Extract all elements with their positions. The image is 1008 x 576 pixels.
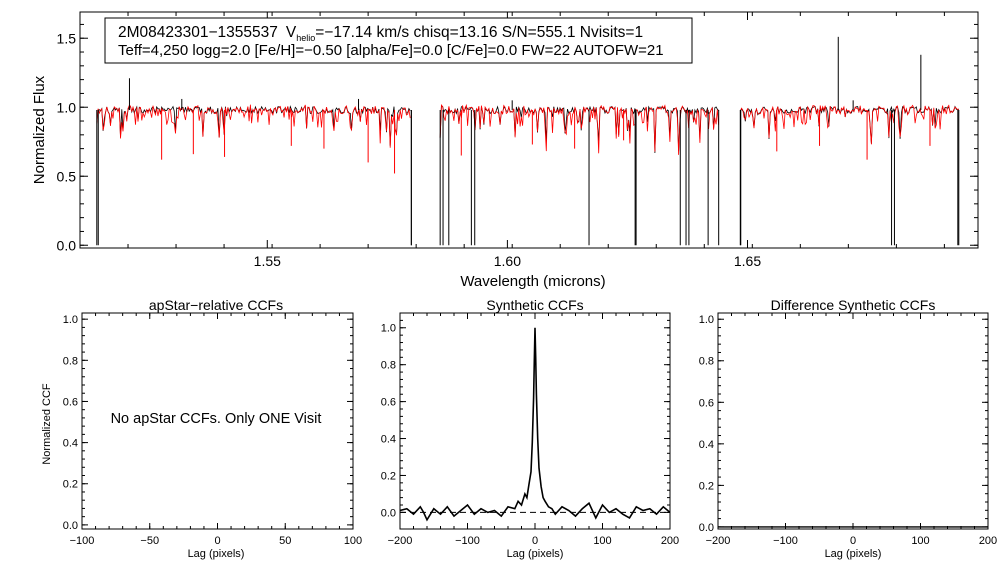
y-tick-label: 0.6	[699, 397, 714, 409]
observed-spectrum-line	[96, 105, 411, 146]
y-tick-label: 0.6	[381, 397, 396, 409]
x-tick-label: 200	[661, 535, 679, 547]
difference-ccf-ticks: −200 −100 0 100 200 0.0 0.2 0.4 0.6 0.8 1.0	[699, 313, 997, 547]
y-tick-label: 0.2	[63, 479, 78, 491]
x-tick-label: −50	[140, 535, 159, 547]
synthetic-ccf-line	[399, 327, 671, 522]
y-tick-label: 0.0	[57, 237, 77, 253]
annotation-line-2: Teff=4,250 logg=2.0 [Fe/H]=−0.50 [alpha/…	[118, 42, 664, 59]
y-tick-label: 0.4	[381, 433, 396, 445]
y-tick-label: 1.0	[381, 323, 396, 335]
y-tick-label: 0.0	[381, 507, 396, 519]
y-tick-label: 0.8	[699, 356, 714, 368]
model-spectrum-line	[96, 104, 411, 148]
synthetic-ccf-title: Synthetic CCFs	[486, 297, 583, 313]
x-tick-label: 100	[344, 535, 362, 547]
x-tick-label: 1.65	[734, 253, 761, 269]
y-tick-label: 0.0	[63, 520, 78, 532]
difference-ccf-x-axis-label: Lag (pixels)	[825, 548, 882, 560]
model-spectrum-line	[439, 103, 719, 155]
synthetic-ccf-ticks: −200 −100 0 100 200 0.0 0.2 0.4 0.6 0.8 1.0	[381, 312, 679, 547]
x-tick-label: 1.55	[254, 253, 281, 269]
spectrum-data	[96, 36, 960, 246]
spectrum-x-axis-label: Wavelength (microns)	[460, 273, 605, 290]
x-tick-label: −200	[388, 535, 413, 547]
x-tick-label: 50	[279, 535, 291, 547]
apstar-ccf-panel: −100 −50 0 50 100 0.0 0.2 0.4 0.6 0.8 1.0 apStar−r…	[41, 297, 362, 560]
y-tick-label: 0.8	[63, 355, 78, 367]
x-tick-label: 100	[593, 535, 611, 547]
spectrum-annotation-box	[104, 17, 693, 64]
y-tick-label: 0.5	[57, 168, 77, 184]
y-tick-label: 0.2	[699, 480, 714, 492]
synthetic-ccf-panel: −200 −100 0 100 200 0.0 0.2 0.4 0.6 0.8 1.0 Synthe…	[381, 297, 679, 560]
x-tick-label: 0	[532, 535, 538, 547]
y-tick-label: 0.6	[63, 396, 78, 408]
synthetic-ccf-x-axis-label: Lag (pixels)	[507, 548, 564, 560]
y-tick-label: 1.0	[699, 314, 714, 326]
y-tick-label: 1.5	[57, 30, 77, 46]
y-tick-label: 0.4	[63, 438, 78, 450]
x-tick-label: −100	[455, 535, 480, 547]
x-tick-label: 1.60	[494, 253, 521, 269]
apstar-ccf-y-axis-label: Normalized CCF	[41, 383, 53, 465]
y-tick-label: 0.0	[699, 522, 714, 534]
annotation-line-1: 2M08423301−1355537 Vhelio=−17.14 km/s chi…	[118, 24, 643, 43]
y-tick-label: 0.4	[699, 439, 714, 451]
apstar-ccf-message: No apStar CCFs. Only ONE Visit	[111, 411, 322, 427]
apstar-ccf-title: apStar−relative CCFs	[149, 297, 283, 313]
spectrum-panel: 1.55 1.60 1.65 0.0 0.5 1.0 1.5 2M08423301−1355…	[31, 11, 979, 290]
spectrum-frame	[79, 11, 979, 249]
spectrum-y-axis-label: Normalized Flux	[31, 75, 48, 184]
difference-ccf-frame	[717, 312, 989, 530]
x-tick-label: 100	[911, 535, 929, 547]
x-tick-label: 0	[214, 535, 220, 547]
y-tick-label: 1.0	[57, 99, 77, 115]
x-tick-label: 200	[979, 535, 997, 547]
spectrum-ticks: 1.55 1.60 1.65 0.0 0.5 1.0 1.5	[57, 12, 978, 269]
difference-ccf-panel: −200 −100 0 100 200 0.0 0.2 0.4 0.6 0.8 1.0 Differ…	[699, 297, 997, 560]
apstar-ccf-ticks: −100 −50 0 50 100 0.0 0.2 0.4 0.6 0.8 1.0	[63, 313, 362, 547]
x-tick-label: 0	[850, 535, 856, 547]
x-tick-label: −200	[706, 535, 731, 547]
x-tick-label: −100	[773, 535, 798, 547]
difference-ccf-title: Difference Synthetic CCFs	[771, 297, 936, 313]
apstar-ccf-x-axis-label: Lag (pixels)	[188, 548, 245, 560]
synthetic-ccf-data	[399, 327, 671, 522]
y-tick-label: 0.8	[381, 360, 396, 372]
model-spectrum-line	[739, 104, 959, 145]
x-tick-label: −100	[70, 535, 95, 547]
y-tick-label: 0.2	[381, 470, 396, 482]
y-tick-label: 1.0	[63, 314, 78, 326]
